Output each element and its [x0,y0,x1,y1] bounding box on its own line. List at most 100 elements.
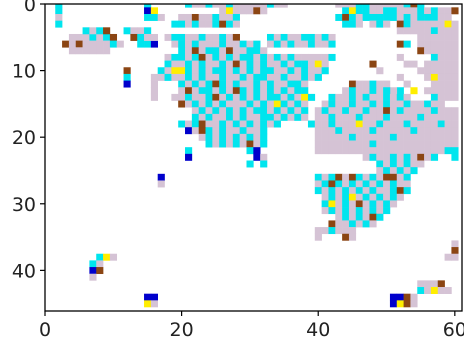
heatmap-cell [137,27,145,35]
heatmap-cell [96,253,104,261]
heatmap-cell [403,127,411,135]
heatmap-cell [246,60,254,68]
heatmap-cell [403,20,411,28]
heatmap-cell [253,7,261,15]
heatmap-cell [198,113,206,121]
heatmap-cell [246,87,254,95]
heatmap-cell [451,240,459,248]
heatmap-cell [362,127,370,135]
heatmap-cell [328,140,336,148]
heatmap-cell [226,7,234,15]
heatmap-cell [355,173,363,181]
heatmap-cell [383,173,391,181]
heatmap-cell [294,53,302,61]
heatmap-cell [226,87,234,95]
heatmap-cell [232,20,240,28]
heatmap-cell [287,60,295,68]
heatmap-cell [389,113,398,121]
heatmap-cell [362,120,370,128]
heatmap-cell [335,4,343,8]
heatmap-cell [355,147,363,155]
heatmap-cell [219,113,227,121]
heatmap-cell [403,173,411,181]
heatmap-cell [444,60,452,68]
heatmap-cell [89,27,97,35]
heatmap-cell [342,180,350,188]
heatmap-cell [396,113,404,121]
heatmap-cell [178,100,186,108]
heatmap-cell [451,60,459,68]
heatmap-cell [171,53,179,61]
heatmap-cell [396,153,404,161]
heatmap-cell [178,120,186,128]
heatmap-cell [321,173,329,181]
heatmap-cell [328,53,336,61]
heatmap-cell [212,40,220,48]
heatmap-cell [444,53,452,61]
heatmap-cell [273,53,281,61]
heatmap-cell [437,113,445,121]
heatmap-cell [348,133,357,141]
heatmap-cell [396,100,404,108]
heatmap-cell [232,133,240,141]
heatmap-cell [232,4,240,8]
heatmap-cell [96,27,104,35]
heatmap-cell [321,200,329,208]
heatmap-cell [389,300,398,308]
heatmap-cell [410,27,418,35]
heatmap-cell [294,67,302,75]
heatmap-cell [437,100,445,108]
heatmap-cell [226,67,234,75]
heatmap-cell [451,87,459,95]
heatmap-cell [301,80,309,88]
heatmap-cell [335,173,343,181]
heatmap-cell [198,13,206,21]
heatmap-cell [437,120,445,128]
heatmap-cell [178,80,186,88]
heatmap-cell [185,87,193,95]
heatmap-cell [232,67,240,75]
heatmap-cell [335,120,343,128]
heatmap-cell [205,113,213,121]
heatmap-cell [348,180,357,188]
heatmap-cell [444,27,452,35]
heatmap-cell [403,93,411,101]
heatmap-cell [96,47,104,55]
heatmap-cell [348,200,357,208]
heatmap-cell [205,60,213,68]
heatmap-cell [321,120,329,128]
heatmap-cell [212,127,220,135]
heatmap-cell [191,73,199,81]
heatmap-cell [205,67,213,75]
heatmap-cell [430,147,439,155]
heatmap-cell [328,187,336,195]
heatmap-cell [232,33,240,41]
heatmap-cell [383,187,391,195]
heatmap-cell [198,120,206,128]
heatmap-cell [246,67,254,75]
heatmap-cell [348,4,357,8]
heatmap-cell [403,4,411,8]
heatmap-cell [205,13,213,21]
heatmap-cell [273,120,281,128]
heatmap-cell [171,33,179,41]
heatmap-cell [417,67,425,75]
heatmap-cell [198,93,206,101]
heatmap-cell [396,13,404,21]
heatmap-cell [96,260,104,268]
heatmap-cell [123,67,131,75]
heatmap-cell [253,133,261,141]
heatmap-cell [417,20,425,28]
heatmap-cell [328,147,336,155]
heatmap-cell [253,80,261,88]
heatmap-cell [335,100,343,108]
heatmap-cell [348,127,357,135]
heatmap-cell [232,40,240,48]
heatmap-cell [342,213,350,221]
heatmap-cell [191,87,199,95]
heatmap-cell [144,33,152,41]
heatmap-cell [389,167,398,175]
heatmap-cell [369,93,377,101]
heatmap-cell [232,93,240,101]
heatmap-cell [75,40,83,48]
